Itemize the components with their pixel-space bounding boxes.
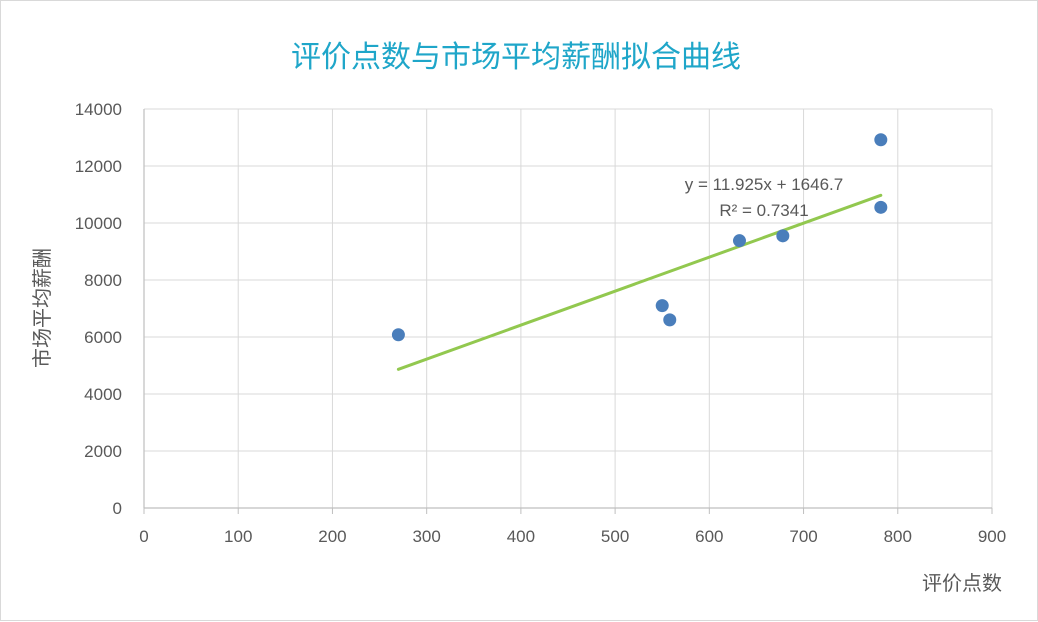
data-point xyxy=(655,299,669,313)
x-tick-label: 0 xyxy=(139,527,148,546)
trendline-equation: y = 11.925x + 1646.7 xyxy=(685,175,843,194)
y-tick-label: 2000 xyxy=(84,442,122,461)
grid-lines xyxy=(144,108,993,508)
x-tick-label: 300 xyxy=(412,527,440,546)
trendline-group xyxy=(396,193,883,371)
x-tick-label: 800 xyxy=(884,527,912,546)
y-axis-title: 市场平均薪酬 xyxy=(30,248,54,368)
data-point xyxy=(874,200,888,214)
x-tick-label: 600 xyxy=(695,527,723,546)
y-tick-label: 14000 xyxy=(75,100,122,119)
x-tick-label: 200 xyxy=(318,527,346,546)
data-point xyxy=(732,234,746,248)
x-tick-label: 400 xyxy=(507,527,535,546)
y-tick-label: 12000 xyxy=(75,157,122,176)
y-tick-label: 8000 xyxy=(84,271,122,290)
y-tick-label: 0 xyxy=(113,499,122,518)
data-point xyxy=(776,229,790,243)
y-tick-label: 10000 xyxy=(75,214,122,233)
x-tick-label: 100 xyxy=(224,527,252,546)
axes xyxy=(143,109,993,514)
x-tick-labels: 0 100 200 300 400 500 600 700 800 900 xyxy=(139,527,1006,546)
trendline xyxy=(396,193,883,371)
data-point xyxy=(874,133,888,147)
x-tick-label: 900 xyxy=(978,527,1006,546)
chart-title: 评价点数与市场平均薪酬拟合曲线 xyxy=(291,40,741,75)
x-tick-label: 700 xyxy=(789,527,817,546)
y-tick-label: 6000 xyxy=(84,328,122,347)
y-tick-labels: 0 2000 4000 6000 8000 10000 12000 14000 xyxy=(75,100,122,518)
x-tick-label: 500 xyxy=(601,527,629,546)
trendline-r-squared: R² = 0.7341 xyxy=(719,201,808,220)
data-point xyxy=(663,313,677,327)
data-point xyxy=(391,328,405,342)
data-points xyxy=(391,133,888,342)
x-axis-title: 评价点数 xyxy=(922,571,1002,595)
y-tick-label: 4000 xyxy=(84,385,122,404)
